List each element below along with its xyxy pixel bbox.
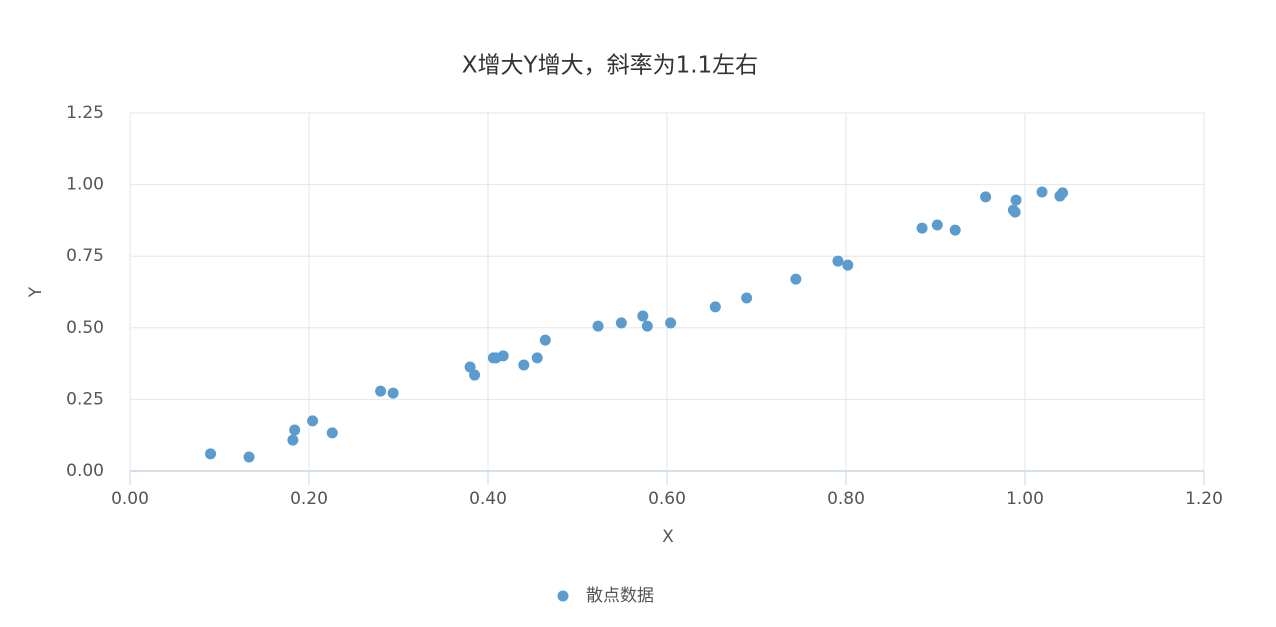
data-point bbox=[1057, 187, 1069, 199]
data-point bbox=[842, 259, 854, 271]
chart-title: X增大Y增大，斜率为1.1左右 bbox=[462, 53, 758, 79]
data-point bbox=[980, 191, 992, 203]
legend-marker bbox=[557, 590, 569, 602]
x-tick-label: 1.00 bbox=[1006, 489, 1044, 509]
data-point bbox=[469, 369, 481, 381]
x-tick-label: 0.60 bbox=[648, 489, 686, 509]
data-point bbox=[931, 219, 943, 231]
data-point bbox=[709, 301, 721, 313]
data-point bbox=[790, 273, 802, 285]
data-point bbox=[592, 320, 604, 332]
data-point bbox=[375, 385, 387, 397]
data-point bbox=[1009, 206, 1021, 218]
x-axis-label: X bbox=[662, 527, 674, 547]
data-point bbox=[641, 320, 653, 332]
data-point bbox=[497, 350, 509, 362]
data-point bbox=[832, 255, 844, 267]
y-tick-label: 0.25 bbox=[66, 389, 104, 409]
x-tick-label: 0.80 bbox=[827, 489, 865, 509]
data-point bbox=[539, 334, 551, 346]
x-tick-label: 0.00 bbox=[111, 489, 149, 509]
data-point bbox=[387, 387, 399, 399]
x-tick-label: 1.20 bbox=[1185, 489, 1223, 509]
data-point bbox=[326, 427, 338, 439]
data-point bbox=[289, 424, 301, 436]
data-point bbox=[287, 434, 299, 446]
data-point bbox=[637, 310, 649, 322]
data-point bbox=[1036, 186, 1048, 198]
data-point bbox=[464, 361, 476, 373]
x-tick-label: 0.40 bbox=[469, 489, 507, 509]
data-point bbox=[1010, 194, 1022, 206]
data-point bbox=[205, 448, 217, 460]
data-point bbox=[949, 224, 961, 236]
y-axis-label: Y bbox=[26, 286, 46, 298]
data-point bbox=[531, 352, 543, 364]
data-point bbox=[518, 359, 530, 371]
y-tick-label: 0.75 bbox=[66, 246, 104, 266]
data-point bbox=[916, 222, 928, 234]
legend-label: 散点数据 bbox=[586, 586, 654, 606]
y-tick-label: 1.25 bbox=[66, 103, 104, 123]
y-tick-label: 0.50 bbox=[66, 318, 104, 338]
data-point bbox=[307, 415, 319, 427]
data-point bbox=[615, 317, 627, 329]
x-tick-label: 0.20 bbox=[290, 489, 328, 509]
y-tick-label: 0.00 bbox=[66, 461, 104, 481]
data-point bbox=[665, 317, 677, 329]
y-tick-label: 1.00 bbox=[66, 175, 104, 195]
data-point bbox=[741, 292, 753, 304]
data-point bbox=[243, 451, 255, 463]
